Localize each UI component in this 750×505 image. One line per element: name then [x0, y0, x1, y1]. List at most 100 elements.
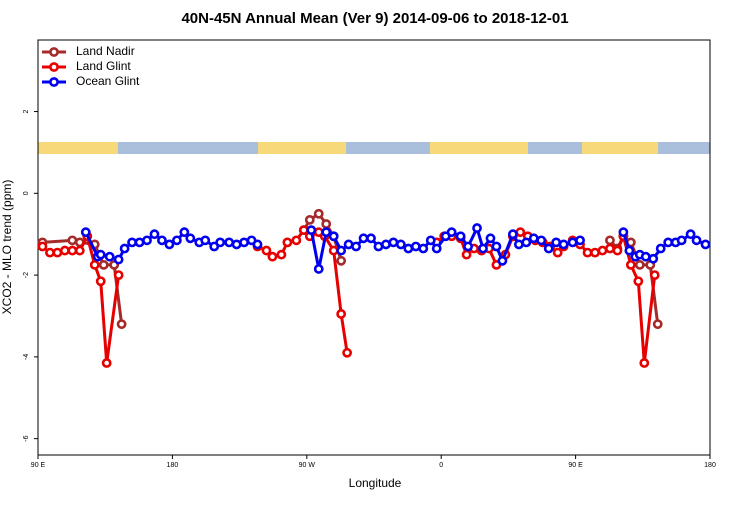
x-tick-label: 180: [167, 462, 179, 469]
data-point: [342, 347, 353, 358]
data-point: [157, 235, 167, 246]
data-point: [267, 251, 278, 262]
land-mask-strip: [38, 142, 710, 154]
data-point: [373, 241, 384, 252]
data-point: [67, 245, 78, 256]
y-tick-label: 2: [23, 110, 30, 114]
data-point: [418, 243, 429, 254]
data-point: [597, 245, 608, 256]
data-point: [403, 243, 414, 254]
data-point: [612, 245, 623, 256]
data-point: [625, 259, 636, 270]
y-tick-label: -4: [23, 354, 30, 360]
data-point: [37, 241, 48, 252]
data-point: [528, 233, 539, 244]
chart-title: 40N-45N Annual Mean (Ver 9) 2014-09-06 t…: [181, 10, 568, 27]
data-point: [119, 243, 130, 254]
data-point: [536, 235, 547, 246]
data-point: [388, 237, 399, 248]
data-point: [463, 241, 473, 252]
data-point: [261, 245, 272, 256]
data-point: [95, 249, 106, 260]
data-point: [328, 231, 339, 242]
data-point: [291, 235, 302, 246]
data-point: [116, 319, 127, 330]
data-point: [582, 247, 593, 258]
data-point: [298, 225, 309, 236]
data-point: [134, 237, 145, 248]
data-point: [575, 235, 585, 246]
y-tick-label: -6: [23, 435, 30, 441]
data-point: [381, 239, 391, 250]
data-point: [215, 237, 226, 248]
data-point: [231, 239, 242, 250]
data-point: [321, 227, 332, 238]
data-point: [649, 270, 660, 280]
data-point: [590, 247, 600, 258]
data-point: [497, 255, 508, 266]
data-point: [351, 241, 361, 252]
data-point: [89, 259, 100, 270]
data-point: [80, 227, 91, 238]
y-axis-label: XCO2 - MLO trend (ppm): [0, 180, 14, 315]
data-point: [282, 237, 293, 248]
data-point: [113, 254, 124, 265]
legend-label: Land Nadir: [76, 44, 135, 58]
data-point: [515, 227, 526, 238]
data-point: [425, 235, 436, 246]
data-point: [685, 229, 696, 240]
legend-label: Land Glint: [76, 59, 131, 73]
data-point: [239, 237, 249, 248]
x-tick-label: 90 E: [568, 462, 583, 469]
data-point: [410, 241, 421, 252]
data-point: [276, 249, 287, 260]
data-point: [558, 239, 569, 250]
data-point: [336, 255, 347, 266]
data-point: [358, 233, 369, 244]
data-point: [639, 358, 650, 368]
data-point: [252, 239, 263, 250]
data-point: [171, 235, 182, 246]
data-point: [313, 264, 324, 274]
data-point: [164, 239, 175, 250]
data-point: [98, 259, 109, 270]
data-point: [472, 223, 482, 233]
data-point: [655, 243, 666, 254]
data-point: [652, 319, 663, 330]
data-point: [648, 253, 659, 264]
data-point: [634, 259, 645, 270]
data-point: [605, 243, 615, 254]
data-point: [513, 239, 524, 250]
data-point: [552, 247, 563, 258]
data-point: [306, 225, 317, 236]
data-point: [543, 243, 554, 254]
data-point: [567, 237, 578, 248]
data-point: [200, 235, 211, 246]
data-point: [633, 276, 644, 287]
data-point: [618, 227, 629, 238]
x-tick-label: 90 E: [31, 462, 46, 469]
legend-marker: [49, 47, 59, 57]
data-point: [179, 227, 190, 238]
data-point: [491, 241, 502, 252]
data-point: [304, 215, 315, 225]
data-point: [104, 251, 115, 262]
data-point: [485, 233, 496, 244]
data-point: [336, 309, 347, 319]
data-point: [313, 208, 324, 219]
x-axis-label: Longitude: [349, 476, 402, 490]
data-point: [52, 247, 63, 258]
data-point: [431, 243, 442, 254]
data-point: [676, 235, 687, 246]
data-point: [640, 251, 651, 262]
data-point: [321, 219, 332, 229]
x-tick-label: 180: [704, 462, 716, 469]
data-point: [185, 233, 196, 244]
data-point: [395, 239, 406, 250]
x-tick-label: 90 W: [299, 462, 316, 469]
y-tick-label: -2: [23, 272, 30, 278]
data-point: [74, 245, 85, 256]
